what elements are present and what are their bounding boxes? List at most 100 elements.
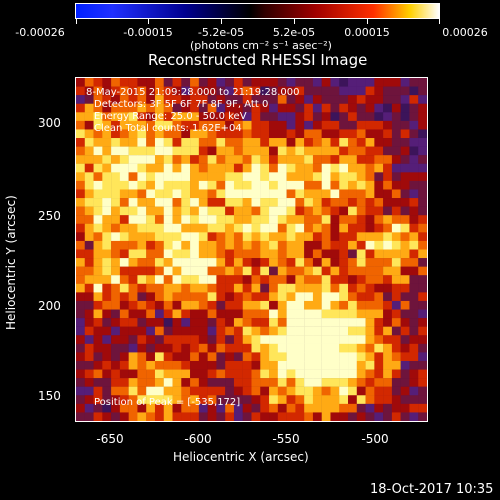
image-pixel	[312, 78, 322, 87]
image-pixel	[216, 386, 226, 396]
image-pixel	[312, 198, 322, 207]
image-pixel	[277, 275, 287, 284]
image-pixel	[225, 95, 235, 104]
image-pixel	[312, 232, 322, 242]
image-pixel	[321, 86, 331, 96]
image-pixel	[76, 129, 85, 139]
image-pixel	[330, 309, 340, 319]
image-pixel	[312, 189, 322, 199]
image-pixel	[172, 240, 182, 250]
image-pixel	[172, 146, 182, 156]
image-pixel	[207, 335, 217, 344]
image-pixel	[93, 309, 103, 319]
image-pixel	[400, 369, 410, 379]
image-pixel	[251, 343, 261, 353]
image-pixel	[119, 369, 129, 379]
image-pixel	[154, 189, 164, 199]
image-pixel	[348, 172, 357, 182]
image-pixel	[198, 206, 208, 216]
image-pixel	[119, 326, 129, 336]
colorbar-label: -0.00015	[123, 26, 173, 39]
image-pixel	[172, 232, 182, 242]
image-pixel	[102, 112, 112, 122]
image-pixel	[365, 266, 375, 276]
image-pixel	[356, 120, 366, 130]
image-pixel	[286, 86, 296, 96]
image-pixel	[348, 206, 357, 216]
image-pixel	[348, 78, 357, 87]
image-pixel	[137, 403, 147, 413]
image-pixel	[383, 223, 393, 233]
image-pixel	[190, 395, 200, 405]
image-pixel	[348, 395, 357, 405]
image-pixel	[137, 386, 147, 396]
image-pixel	[356, 172, 366, 182]
image-pixel	[102, 395, 112, 405]
image-pixel	[102, 369, 112, 379]
image-pixel	[163, 78, 173, 87]
image-pixel	[374, 369, 384, 379]
image-pixel	[207, 249, 217, 259]
image-pixel	[111, 78, 121, 87]
image-pixel	[400, 95, 410, 104]
image-pixel	[365, 172, 375, 182]
image-pixel	[111, 240, 121, 250]
image-pixel	[119, 103, 129, 113]
image-pixel	[225, 283, 235, 293]
image-pixel	[111, 326, 121, 336]
image-pixel	[295, 86, 305, 96]
image-pixel	[339, 129, 349, 139]
image-pixel	[251, 292, 261, 302]
image-pixel	[216, 403, 226, 413]
image-pixel	[119, 198, 129, 207]
image-pixel	[400, 258, 410, 267]
image-pixel	[295, 249, 305, 259]
image-pixel	[154, 232, 164, 242]
image-pixel	[216, 172, 226, 182]
image-pixel	[409, 309, 419, 319]
image-pixel	[198, 215, 208, 224]
image-pixel	[260, 240, 270, 250]
image-pixel	[339, 378, 349, 387]
image-pixel	[242, 103, 252, 113]
image-pixel	[409, 223, 419, 233]
image-pixel	[383, 318, 393, 327]
image-pixel	[251, 86, 261, 96]
image-pixel	[330, 335, 340, 344]
image-pixel	[93, 378, 103, 387]
image-pixel	[225, 249, 235, 259]
image-pixel	[418, 378, 427, 387]
image-pixel	[356, 258, 366, 267]
image-pixel	[418, 223, 427, 233]
image-pixel	[321, 403, 331, 413]
image-pixel	[418, 112, 427, 122]
image-pixel	[409, 283, 419, 293]
image-pixel	[111, 232, 121, 242]
image-pixel	[409, 300, 419, 310]
image-pixel	[251, 249, 261, 259]
image-pixel	[348, 275, 357, 284]
colorbar-tick	[148, 19, 149, 24]
image-pixel	[304, 258, 314, 267]
image-pixel	[76, 232, 85, 242]
image-pixel	[198, 155, 208, 164]
image-pixel	[383, 146, 393, 156]
image-pixel	[181, 189, 191, 199]
image-pixel	[391, 240, 401, 250]
image-pixel	[233, 309, 243, 319]
image-pixel	[356, 326, 366, 336]
image-pixel	[374, 258, 384, 267]
image-pixel	[330, 189, 340, 199]
image-pixel	[269, 292, 279, 302]
image-pixel	[181, 412, 191, 421]
image-pixel	[330, 300, 340, 310]
image-pixel	[128, 266, 138, 276]
image-pixel	[286, 198, 296, 207]
image-pixel	[251, 369, 261, 379]
image-pixel	[137, 206, 147, 216]
image-pixel	[312, 240, 322, 250]
image-pixel	[128, 283, 138, 293]
image-pixel	[391, 138, 401, 147]
image-pixel	[128, 318, 138, 327]
image-pixel	[391, 318, 401, 327]
